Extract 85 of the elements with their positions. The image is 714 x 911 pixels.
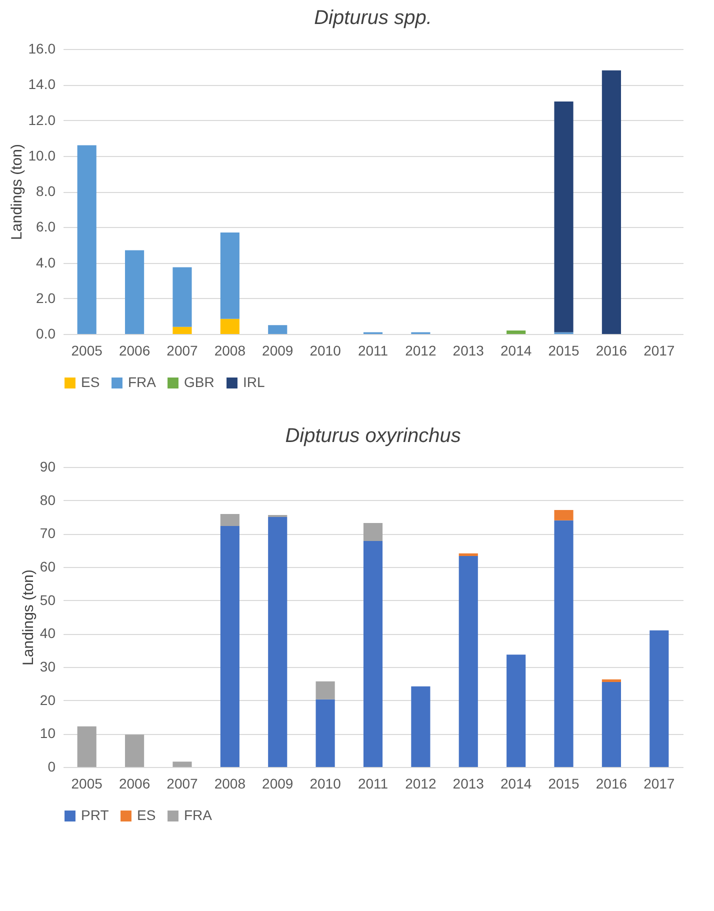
bar (554, 510, 574, 520)
x-tick-label: 2010 (310, 776, 342, 792)
bar (172, 267, 192, 327)
x-tick-label: 2010 (310, 342, 342, 358)
bar (554, 520, 574, 767)
bar (458, 556, 478, 767)
x-tick-label: 2017 (644, 776, 675, 792)
y-tick-label: 14.0 (28, 76, 56, 92)
x-tick-label: 2015 (548, 342, 580, 358)
y-tick-label: 12.0 (28, 112, 56, 128)
x-tick-label: 2007 (166, 342, 198, 358)
bar (268, 517, 288, 767)
bar (506, 330, 526, 334)
y-tick-label: 50 (40, 592, 56, 608)
y-tick-label: 0.0 (36, 326, 56, 342)
x-tick-label: 2012 (405, 776, 436, 792)
x-tick-label: 2009 (262, 342, 294, 358)
y-tick-label: 8.0 (36, 183, 56, 199)
chart-title: Dipturus spp. (314, 7, 432, 29)
bar (602, 679, 621, 682)
bar (172, 326, 192, 334)
bar (363, 523, 383, 541)
legend-label: GBR (184, 374, 214, 390)
bar (602, 70, 621, 334)
y-tick-label: 6.0 (36, 218, 56, 235)
bar (172, 762, 192, 767)
x-tick-label: 2006 (118, 342, 150, 358)
y-tick-label: 4.0 (36, 254, 56, 270)
x-tick-label: 2005 (71, 776, 103, 792)
x-tick-label: 2016 (596, 342, 628, 358)
x-tick-label: 2013 (452, 342, 484, 358)
y-axis-title: Landings (ton) (20, 570, 37, 666)
x-tick-label: 2011 (358, 342, 388, 358)
y-tick-label: 90 (40, 458, 56, 474)
y-tick-label: 0 (48, 758, 56, 774)
x-tick-label: 2007 (166, 776, 198, 792)
legend-label: ES (137, 807, 156, 823)
bar (458, 553, 478, 556)
y-axis-title: Landings (ton) (8, 144, 26, 240)
bar (602, 682, 621, 767)
x-tick-label: 2013 (452, 776, 484, 792)
bar (125, 250, 144, 334)
x-tick-label: 2017 (644, 342, 675, 358)
bar (220, 232, 240, 319)
x-tick-label: 2006 (118, 776, 150, 792)
legend-label: FRA (184, 807, 213, 823)
bar (220, 514, 240, 526)
x-tick-label: 2012 (405, 342, 436, 358)
bar (506, 654, 526, 767)
y-tick-label: 10.0 (28, 147, 56, 164)
bar (220, 526, 240, 767)
x-tick-label: 2015 (548, 776, 580, 792)
bar (316, 681, 335, 700)
legend-label: IRL (243, 374, 265, 390)
x-tick-label: 2009 (262, 776, 294, 792)
bar (411, 686, 430, 767)
bar (220, 318, 240, 334)
legend-label: PRT (81, 807, 110, 823)
y-tick-label: 10 (40, 725, 56, 742)
bar (77, 145, 96, 334)
y-tick-label: 60 (40, 558, 56, 574)
chart-title: Dipturus oxyrinchus (285, 425, 461, 447)
bar (650, 630, 669, 767)
y-tick-label: 30 (40, 658, 56, 674)
bar (125, 734, 144, 767)
x-tick-label: 2014 (500, 342, 532, 358)
legend-label: ES (81, 374, 100, 390)
bar (268, 325, 288, 334)
bar (363, 541, 383, 767)
bar (554, 102, 574, 332)
y-tick-label: 80 (40, 492, 56, 508)
x-tick-label: 2008 (214, 776, 246, 792)
x-tick-label: 2005 (71, 342, 103, 358)
x-tick-label: 2011 (358, 776, 388, 792)
y-tick-label: 20 (40, 692, 56, 708)
x-tick-label: 2016 (596, 776, 628, 792)
y-tick-label: 70 (40, 525, 56, 542)
bar (77, 726, 96, 767)
bar (316, 699, 335, 767)
y-tick-label: 16.0 (28, 40, 56, 56)
y-tick-label: 2.0 (36, 290, 56, 306)
y-tick-label: 40 (40, 625, 56, 642)
x-tick-label: 2008 (214, 342, 246, 358)
x-tick-label: 2014 (500, 776, 532, 792)
legend-label: FRA (128, 374, 157, 390)
